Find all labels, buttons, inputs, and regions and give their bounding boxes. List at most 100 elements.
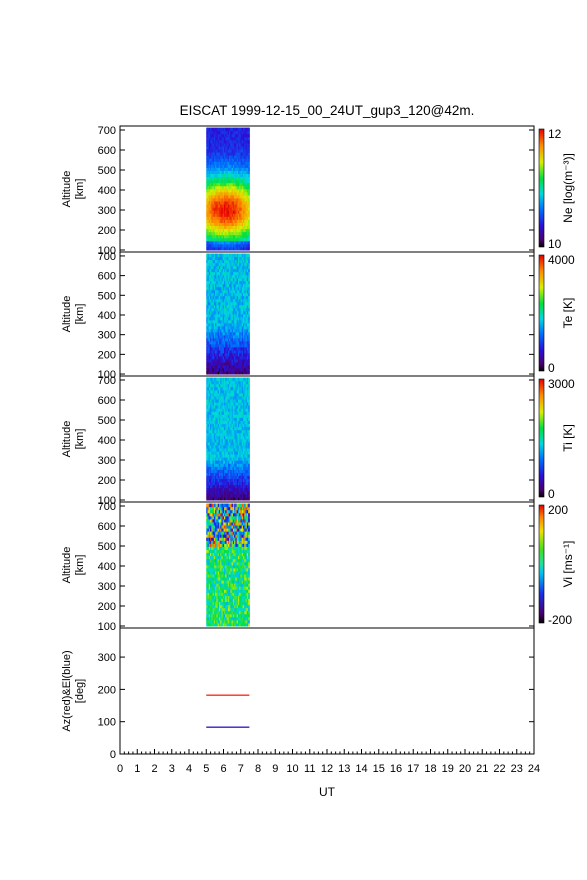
ti-cell xyxy=(221,496,224,501)
te-cell xyxy=(234,253,236,258)
te-cell xyxy=(220,334,222,339)
te-cell xyxy=(226,256,229,261)
te-cell xyxy=(218,262,221,267)
te-cell xyxy=(210,337,212,342)
te-cell xyxy=(237,368,240,372)
ne-cell xyxy=(237,231,240,236)
vi-cell xyxy=(224,570,226,575)
ne-cell xyxy=(207,207,210,211)
ne-cell xyxy=(234,204,236,208)
vi-cell xyxy=(218,503,221,508)
te-cell xyxy=(243,289,245,294)
ti-cell xyxy=(230,451,233,455)
vi-cell xyxy=(207,506,210,511)
vi-cell xyxy=(220,586,222,590)
ne-cell xyxy=(237,194,240,199)
ti-cell xyxy=(243,496,245,501)
ti-cell xyxy=(248,383,250,388)
te-cell xyxy=(232,277,235,282)
ti-cell xyxy=(207,414,210,418)
ti-cell xyxy=(220,408,222,412)
ti-cell xyxy=(218,481,221,486)
ti-cell xyxy=(231,392,234,397)
ti-cell xyxy=(236,377,239,382)
ne-cell xyxy=(243,225,245,230)
ne-cell xyxy=(234,155,236,159)
ti-cell xyxy=(225,380,228,385)
ti-cell xyxy=(239,484,241,489)
ti-cell xyxy=(221,475,224,480)
te-cell xyxy=(221,289,224,294)
ne-cell xyxy=(246,243,249,248)
te-cell xyxy=(232,361,235,366)
ne-cell xyxy=(236,176,239,181)
ne-cell xyxy=(208,130,211,135)
ti-cell xyxy=(212,475,215,480)
te-cell xyxy=(212,274,215,279)
te-cell xyxy=(239,280,241,285)
ti-cell xyxy=(211,389,214,394)
ne-cell xyxy=(221,243,224,248)
vi-cell xyxy=(213,509,216,514)
ne-cell xyxy=(224,145,226,150)
te-cell xyxy=(230,271,233,276)
ti-cell xyxy=(211,414,214,418)
ne-cell xyxy=(207,188,210,193)
ti-cell xyxy=(215,420,217,424)
ti-cell xyxy=(222,447,225,452)
ne-cell xyxy=(224,130,226,135)
vi-cell xyxy=(227,564,230,569)
ti-cell xyxy=(226,402,229,406)
vi-cell xyxy=(217,555,220,560)
vi-cell xyxy=(206,607,209,612)
ti-cell xyxy=(207,435,210,440)
ti-cell xyxy=(216,420,219,424)
te-cell xyxy=(229,319,231,324)
ne-cell xyxy=(215,194,217,199)
vi-cell xyxy=(217,546,220,550)
te-cell xyxy=(230,262,233,267)
te-cell xyxy=(230,313,233,318)
ti-cell xyxy=(236,432,239,437)
te-cell xyxy=(222,328,225,333)
ti-cell xyxy=(217,392,220,397)
vi-cell xyxy=(230,586,233,590)
vi-cell xyxy=(221,555,224,560)
ne-cell xyxy=(239,149,241,153)
vi-cell xyxy=(208,503,211,508)
ti-cell xyxy=(246,377,249,382)
te-cell xyxy=(221,259,224,264)
ti-cell xyxy=(222,472,225,477)
ti-cell xyxy=(213,399,216,403)
ne-cell xyxy=(245,170,248,174)
vi-cell xyxy=(225,555,228,560)
ne-cell xyxy=(207,149,210,153)
te-cell xyxy=(236,331,239,336)
ti-cell xyxy=(244,414,247,418)
te-cell xyxy=(227,322,230,327)
ti-cell xyxy=(225,405,228,409)
te-cell xyxy=(215,346,217,351)
ne-cell xyxy=(230,173,233,178)
te-cell xyxy=(226,259,229,264)
vi-heatmap xyxy=(206,503,250,627)
ne-cell xyxy=(240,210,243,214)
ti-cell xyxy=(241,438,244,443)
ti-cell xyxy=(206,441,209,446)
ne-cell xyxy=(235,142,238,147)
ne-cell xyxy=(232,207,235,211)
ne-cell xyxy=(206,194,209,199)
ti-cell xyxy=(207,405,210,409)
te-cell xyxy=(243,322,245,327)
ti-cell xyxy=(230,380,233,385)
vi-cell xyxy=(220,512,222,517)
ti-cell xyxy=(237,429,240,434)
ti-cell xyxy=(224,395,226,400)
vi-cell xyxy=(210,540,212,544)
ti-cell xyxy=(235,389,238,394)
ne-cell xyxy=(216,243,219,248)
te-colorbar-max-label: 4000 xyxy=(548,253,575,267)
ti-cell xyxy=(229,460,231,464)
ne-cell xyxy=(243,213,245,217)
vi-cell xyxy=(226,555,229,560)
